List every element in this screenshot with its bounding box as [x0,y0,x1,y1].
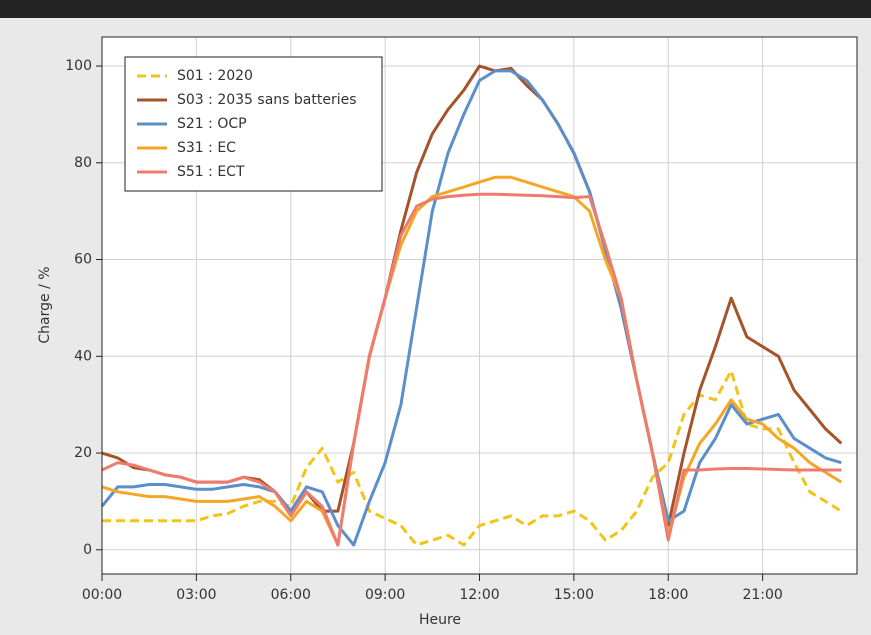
legend-label: S03 : 2035 sans batteries [177,92,357,108]
top-bar [0,0,871,18]
y-axis-label: Charge / % [37,266,53,343]
legend-label: S31 : EC [177,140,236,156]
series-line [100,69,842,547]
y-tick-label: 60 [74,252,92,268]
lines [100,64,843,547]
x-tick-label: 09:00 [365,587,405,603]
series-line [102,369,843,547]
x-tick-label: 12:00 [459,587,499,603]
x-tick-label: 15:00 [554,587,594,603]
x-tick-label: 18:00 [648,587,688,603]
legend-label: S51 : ECT [177,164,245,180]
y-tick-label: 20 [74,445,92,461]
series-line [101,192,842,547]
series-line [101,175,843,547]
legend: S01 : 2020 S03 : 2035 sans batteries S21 :… [124,56,383,192]
legend-box [124,56,383,192]
legend-label: S01 : 2020 [177,68,253,84]
x-axis-label: Heure [419,612,461,628]
y-tick-label: 80 [74,155,92,171]
y-tick-label: 0 [83,542,92,558]
x-tick-label: 21:00 [742,587,782,603]
x-tick-label: 03:00 [176,587,216,603]
x-tick-label: 06:00 [271,587,311,603]
legend-label: S21 : OCP [177,116,247,132]
y-tick-label: 40 [74,348,92,364]
x-tick-label: 00:00 [82,587,122,603]
y-tick-label: 100 [65,58,92,74]
plot-frame [101,36,858,575]
